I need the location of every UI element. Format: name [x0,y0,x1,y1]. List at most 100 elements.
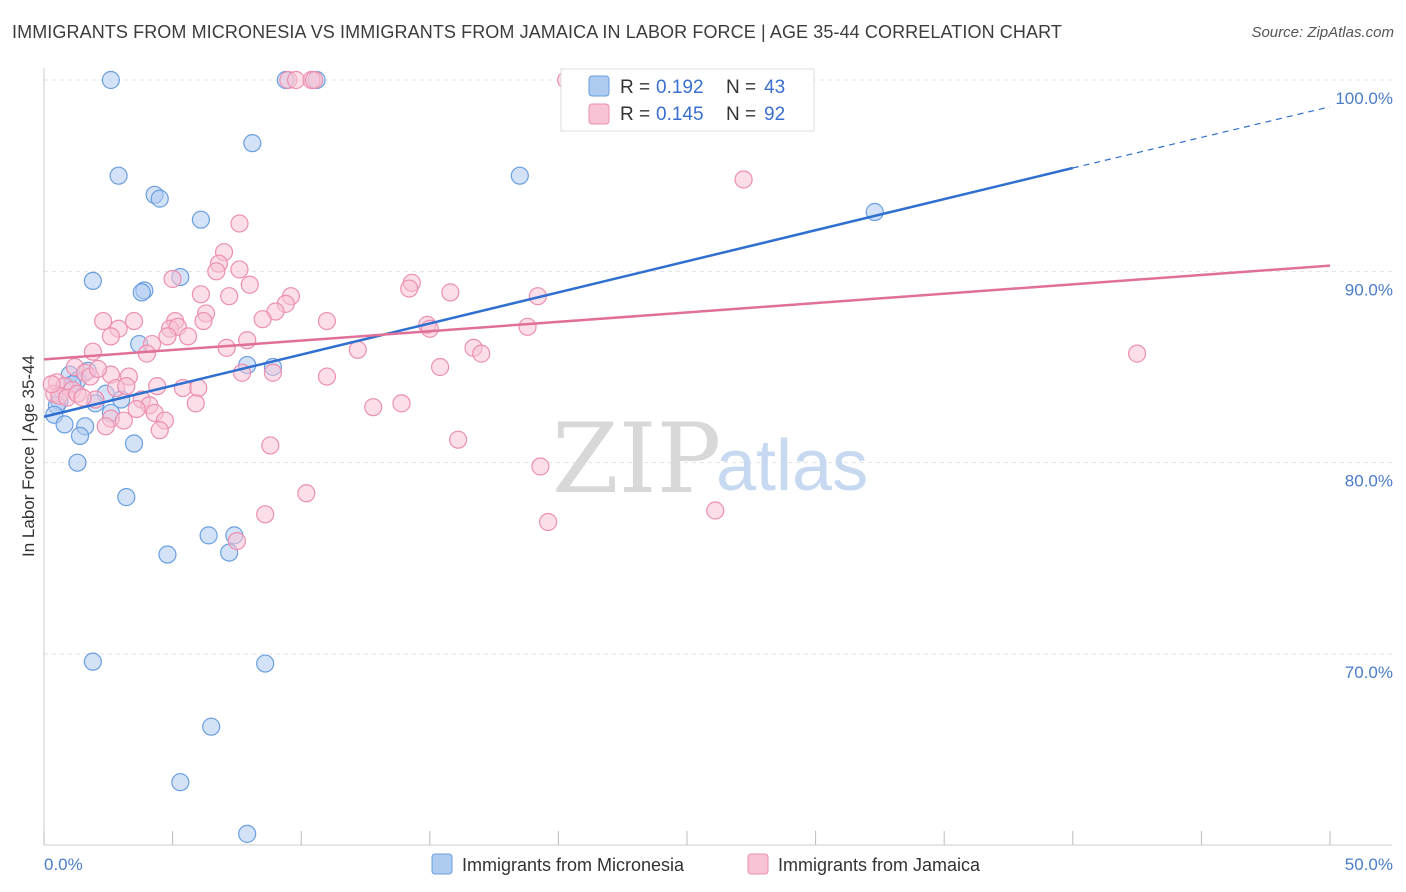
point-jamaica-43 [472,344,491,363]
source-credit: Source: ZipAtlas.com [1251,24,1394,41]
point-jamaica-54 [263,363,283,382]
point-jamaica-84 [297,484,316,503]
point-jamaica-35 [101,327,120,346]
point-micronesia-40 [202,717,221,736]
trend-line-jamaica [43,264,1331,361]
legend-r-label-jamaica: R = [620,104,650,125]
point-jamaica-87 [539,512,558,532]
chart-title: IMMIGRANTS FROM MICRONESIA VS IMMIGRANTS… [12,22,1062,42]
point-micronesia-8 [191,210,210,229]
legend-n-label-jamaica: N = [726,104,756,125]
point-jamaica-82 [261,436,280,455]
point-jamaica-81 [448,430,468,449]
point-micronesia-5 [510,166,529,185]
point-jamaica-27 [253,310,272,329]
legend-swatch-jamaica [588,103,610,125]
watermark-atlas: atlas [716,426,868,506]
point-jamaica-55 [317,367,337,386]
point-jamaica-72 [127,399,146,419]
point-jamaica-17 [191,285,210,304]
series-legend-label-jamaica: Immigrants from Jamaica [778,855,981,875]
point-micronesia-0 [101,70,120,90]
point-micronesia-4 [109,166,128,185]
point-jamaica-34 [518,317,537,336]
series-legend: Immigrants from Micronesia Immigrants fr… [431,853,981,875]
point-jamaica-71 [186,394,205,413]
point-jamaica-14 [400,279,419,298]
watermark-zip: ZIP [552,403,721,515]
series-legend-swatch-jamaica [747,853,769,875]
point-jamaica-28 [317,311,337,331]
point-jamaica-83 [531,457,550,476]
trend-line-micronesia [43,166,1074,418]
watermark: ZIP atlas [552,403,868,515]
point-jamaica-45 [137,344,156,363]
point-jamaica-18 [220,287,239,306]
point-jamaica-26 [194,311,213,331]
point-jamaica-44 [83,342,102,361]
point-jamaica-90 [42,375,61,394]
legend-r-value-jamaica: 0.145 [656,104,704,125]
legend-n-label-micronesia: N = [726,77,756,98]
series-legend-label-micronesia: Immigrants from Micronesia [462,855,685,875]
point-micronesia-41 [171,773,190,792]
point-jamaica-40 [217,338,236,357]
point-jamaica-11 [163,269,182,289]
point-jamaica-24 [124,311,144,331]
point-jamaica-37 [178,327,198,346]
gridlines [44,79,1392,655]
legend-n-value-micronesia: 43 [764,77,785,98]
point-jamaica-88 [227,532,246,551]
trend-line-extension-micronesia [1072,106,1331,169]
point-micronesia-31 [124,434,144,453]
x-tick-label-max: 50.0% [1345,855,1393,874]
point-jamaica-60 [117,377,136,396]
point-jamaica-3 [304,70,324,90]
point-jamaica-1 [286,70,306,90]
legend-r-label-micronesia: R = [620,77,650,98]
series-legend-swatch-micronesia [431,853,453,875]
point-jamaica-80 [150,421,169,440]
point-jamaica-6 [230,214,249,233]
legend-n-value-jamaica: 92 [764,104,785,125]
point-jamaica-91 [73,388,92,407]
point-micronesia-33 [117,488,136,507]
y-tick-labels: 70.0% 80.0% 90.0% 100.0% [1335,89,1393,682]
point-jamaica-86 [706,501,725,520]
point-jamaica-85 [256,505,275,524]
point-jamaica-74 [364,398,383,417]
legend-r-value-micronesia: 0.192 [656,77,704,98]
point-micronesia-30 [70,426,90,445]
point-jamaica-36 [158,327,177,346]
point-micronesia-32 [68,453,87,472]
y-axis-title: In Labor Force | Age 35-44 [19,355,38,557]
point-jamaica-9 [207,262,226,281]
point-jamaica-79 [96,417,115,436]
point-jamaica-15 [441,283,460,302]
point-jamaica-10 [230,260,249,279]
axes [43,68,1392,846]
point-micronesia-28 [55,415,74,434]
point-jamaica-5 [734,170,753,189]
point-micronesia-34 [199,526,218,545]
y-tick-label-90: 90.0% [1345,280,1393,299]
point-micronesia-42 [238,824,257,843]
point-jamaica-89 [88,359,108,379]
point-jamaica-12 [240,275,259,294]
point-jamaica-23 [94,311,113,331]
point-jamaica-73 [392,394,411,413]
point-jamaica-41 [348,340,367,359]
point-micronesia-38 [83,652,102,671]
point-jamaica-47 [430,357,450,377]
y-tick-label-100: 100.0% [1335,89,1393,108]
point-micronesia-10 [83,271,102,290]
point-micronesia-39 [256,654,275,673]
correlation-legend: R = 0.192 N = 43 R = 0.145 N = 92 [560,68,815,132]
legend-swatch-micronesia [588,75,610,97]
y-tick-label-70: 70.0% [1345,663,1393,682]
point-micronesia-37 [158,545,177,564]
point-jamaica-77 [114,411,133,430]
y-tick-label-80: 80.0% [1345,472,1393,491]
x-tick-label-min: 0.0% [44,855,83,874]
